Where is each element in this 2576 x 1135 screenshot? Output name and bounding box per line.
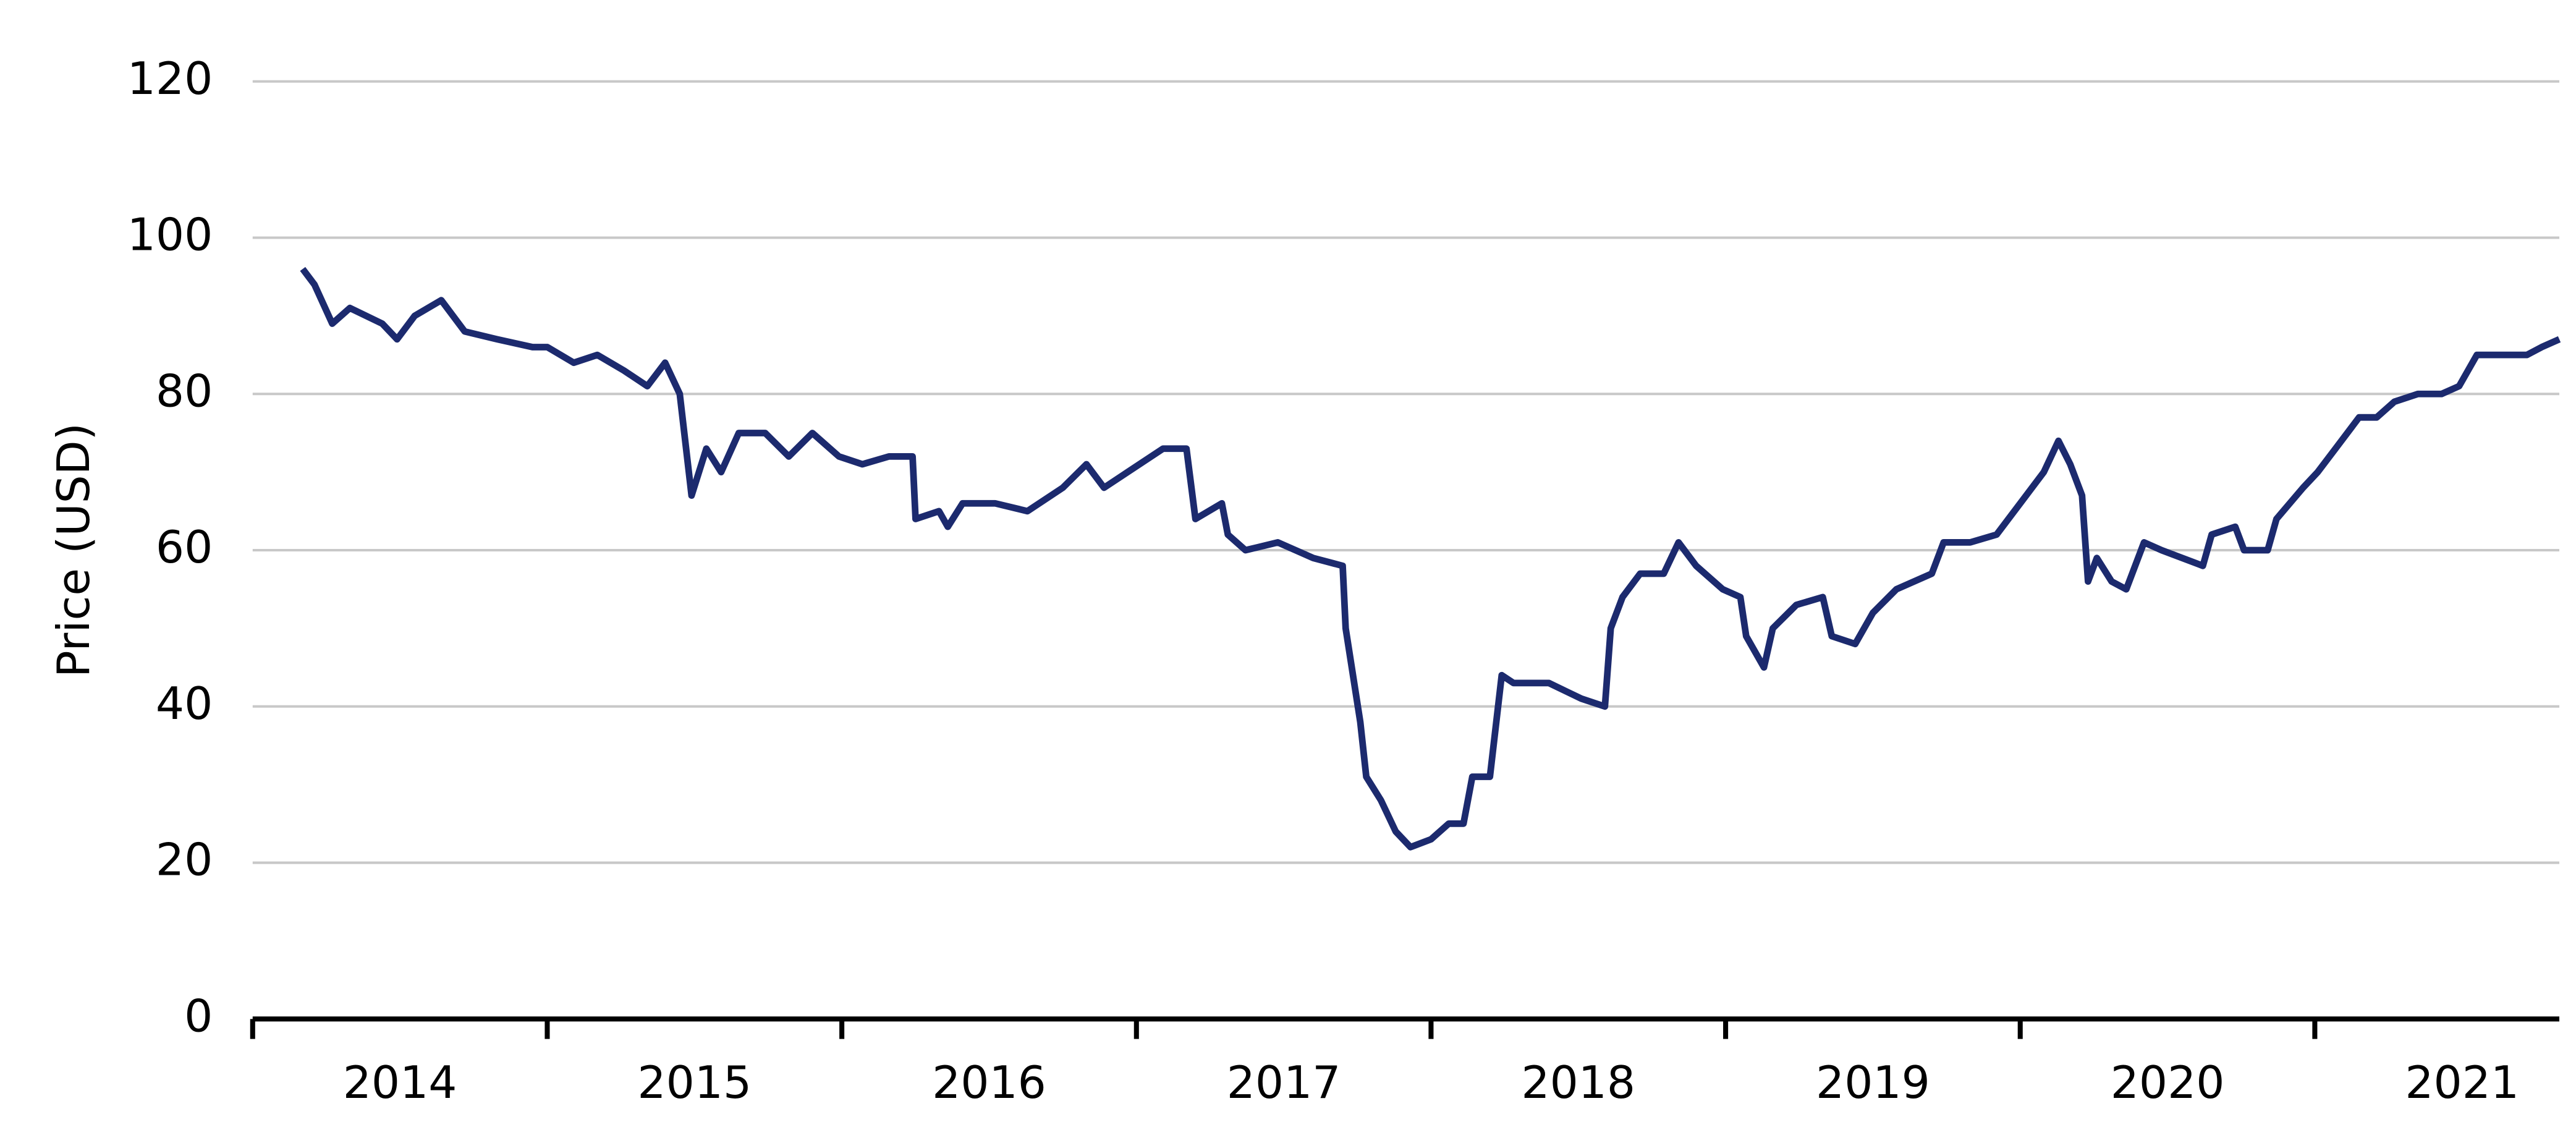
- y-axis-label: Price (USD): [48, 423, 100, 678]
- y-tick-label: 60: [156, 522, 213, 574]
- x-tick-label: 2017: [1227, 1057, 1341, 1109]
- x-tick-label: 2021: [2405, 1057, 2519, 1109]
- y-tick-label: 80: [156, 365, 213, 417]
- x-tick-label: 2020: [2111, 1057, 2225, 1109]
- y-tick-label: 0: [184, 990, 213, 1042]
- x-tick-label: 2015: [637, 1057, 752, 1109]
- x-tick-label: 2018: [1521, 1057, 1635, 1109]
- price-line: [300, 266, 2561, 851]
- y-tick-label: 40: [156, 678, 213, 730]
- y-tick-label: 20: [156, 835, 213, 886]
- y-tick-label: 100: [127, 210, 213, 261]
- x-tick-label: 2014: [343, 1057, 457, 1109]
- y-tick-label: 120: [127, 53, 213, 105]
- x-tick-label: 2019: [1816, 1057, 1930, 1109]
- x-tick-label: 2016: [932, 1057, 1046, 1109]
